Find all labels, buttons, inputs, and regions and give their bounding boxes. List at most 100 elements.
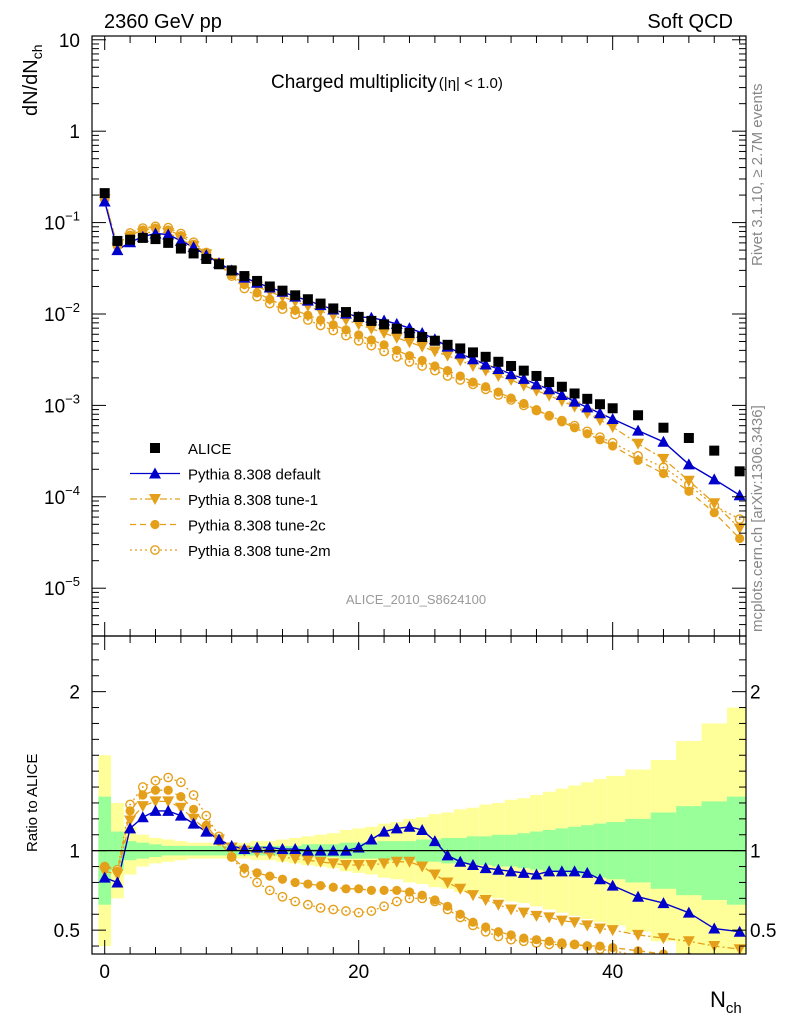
main-point-alice (163, 237, 174, 248)
ratio-point-pythia-8-308-tune-2c (277, 874, 288, 884)
x-tick-label: 0 (99, 962, 110, 983)
ratio-point-pythia-8-308-default (276, 843, 289, 855)
rivet-version-label: Rivet 3.1.10, ≥ 2.7M events (749, 84, 766, 267)
ratio-point-pythia-8-308-tune-1 (593, 923, 606, 935)
ratio-point-pythia-8-308-tune-2c (442, 901, 453, 911)
main-point-alice (226, 265, 237, 276)
main-point-pythia-8-308-tune-2c (735, 533, 745, 544)
main-y-axis-label: dN/dNch (20, 45, 45, 117)
main-point-pythia-8-308-tune-2m-center (738, 518, 741, 521)
ratio-point-pythia-8-308-tune-2m-center (713, 964, 715, 966)
ratio-point-pythia-8-308-tune-2c (430, 895, 440, 905)
ratio-axes: 0.5 0.51 12 20 20 40 (54, 635, 776, 983)
ratio-point-pythia-8-308-tune-1 (136, 801, 149, 813)
ratio-series-markers (98, 772, 746, 972)
ratio-point-pythia-8-308-tune-1 (390, 856, 403, 868)
ratio-point-pythia-8-308-default (492, 863, 505, 875)
ratio-point-pythia-8-308-default (479, 862, 492, 874)
ratio-point-pythia-8-308-tune-2m-center (332, 908, 335, 911)
main-point-pythia-8-308-tune-1 (733, 523, 746, 535)
main-point-pythia-8-308-tune-2c (557, 417, 567, 427)
main-point-alice (531, 370, 542, 381)
main-point-alice (683, 432, 694, 443)
main-point-pythia-8-308-default (517, 372, 530, 384)
main-series-markers (98, 188, 746, 544)
ratio-point-pythia-8-308-tune-1 (530, 910, 543, 922)
main-point-pythia-8-308-default (466, 353, 479, 365)
ratio-point-pythia-8-308-default (225, 839, 238, 851)
ratio-point-pythia-8-308-tune-2c (138, 790, 148, 800)
ratio-point-pythia-8-308-tune-2c (735, 959, 744, 968)
main-point-alice (150, 234, 161, 245)
ratio-point-pythia-8-308-default (682, 906, 695, 918)
main-point-alice (506, 360, 517, 371)
ratio-point-pythia-8-308-tune-2m-center (739, 967, 741, 969)
x-tick-label: 40 (602, 962, 623, 983)
ratio-point-pythia-8-308-tune-1 (657, 933, 670, 945)
main-point-pythia-8-308-tune-2m-center (344, 334, 347, 337)
ratio-y-tick-label-right: 0.5 (750, 921, 776, 942)
main-y-tick-label: 10−3 (44, 391, 80, 417)
main-point-pythia-8-308-tune-2c (277, 300, 288, 310)
main-series-lines (104, 199, 741, 539)
ratio-point-pythia-8-308-tune-2c (582, 941, 592, 951)
ratio-point-pythia-8-308-default (632, 890, 645, 902)
main-point-alice (544, 377, 555, 388)
ratio-point-pythia-8-308-tune-2m-center (637, 955, 639, 957)
ratio-point-pythia-8-308-default (543, 865, 556, 877)
main-point-pythia-8-308-tune-2c (595, 435, 605, 445)
main-point-pythia-8-308-default (632, 424, 645, 436)
ratio-point-pythia-8-308-tune-1 (416, 861, 429, 873)
ratio-point-pythia-8-308-default (136, 811, 149, 823)
ratio-point-pythia-8-308-tune-1 (479, 894, 492, 906)
main-point-pythia-8-308-tune-2m-center (421, 364, 424, 367)
main-point-pythia-8-308-tune-2m-center (332, 329, 335, 332)
main-point-pythia-8-308-default (111, 244, 124, 256)
ratio-y-tick-label-right: 1 (750, 842, 761, 863)
main-y-tick-label: 10−1 (44, 209, 80, 235)
main-point-pythia-8-308-tune-2c (582, 429, 592, 439)
ratio-point-pythia-8-308-tune-1 (339, 859, 352, 871)
ratio-point-pythia-8-308-tune-2c (468, 917, 478, 927)
ratio-point-pythia-8-308-tune-2m (735, 964, 743, 972)
legend: ALICE Pythia 8.308 default Pythia 8.308 tu… (130, 441, 331, 560)
ratio-point-pythia-8-308-tune-2m-center (662, 958, 664, 960)
main-point-pythia-8-308-default (530, 378, 543, 390)
main-y-tick-label: 1 (69, 122, 80, 143)
main-point-pythia-8-308-tune-2c (404, 351, 415, 361)
ratio-point-pythia-8-308-default (174, 809, 187, 821)
main-point-pythia-8-308-tune-2m-center (370, 344, 373, 347)
legend-marker-pythia-8-308-tune-1 (149, 494, 161, 505)
main-point-alice (125, 234, 136, 245)
main-point-pythia-8-308-tune-2m-center (383, 350, 386, 353)
main-point-alice (188, 248, 199, 259)
ratio-point-pythia-8-308-tune-2c (188, 804, 199, 814)
main-point-alice (556, 381, 567, 392)
main-point-pythia-8-308-default (733, 489, 746, 501)
ratio-point-pythia-8-308-tune-2c (176, 791, 186, 802)
ratio-point-pythia-8-308-default (505, 865, 518, 877)
main-point-pythia-8-308-tune-2c (481, 382, 491, 392)
ratio-point-pythia-8-308-default (149, 804, 162, 816)
main-point-pythia-8-308-default (555, 388, 568, 400)
ratio-y-tick-label: 2 (69, 683, 80, 704)
legend-marker-pythia-8-308-tune-2c (150, 519, 160, 530)
ratio-point-pythia-8-308-tune-2c (481, 922, 491, 932)
ratio-point-pythia-8-308-tune-1 (365, 859, 378, 871)
ratio-point-pythia-8-308-default (454, 855, 467, 867)
main-point-pythia-8-308-tune-2m-center (408, 360, 411, 363)
main-point-alice (493, 356, 504, 367)
ratio-point-pythia-8-308-tune-2m-center (129, 803, 132, 806)
ratio-point-pythia-8-308-tune-2m (710, 961, 718, 969)
ratio-point-pythia-8-308-default (428, 835, 441, 847)
main-point-alice (734, 466, 745, 477)
ratio-point-pythia-8-308-tune-2c (595, 941, 605, 951)
main-y-tick-label: 10−2 (44, 300, 80, 326)
ratio-point-pythia-8-308-default (187, 817, 200, 829)
main-point-alice (99, 188, 110, 199)
ratio-y-tick-label: 1 (69, 842, 80, 863)
main-point-alice (594, 399, 605, 410)
ratio-point-pythia-8-308-tune-1 (352, 859, 365, 871)
ratio-point-pythia-8-308-tune-1 (174, 802, 187, 814)
main-point-alice (213, 259, 224, 270)
